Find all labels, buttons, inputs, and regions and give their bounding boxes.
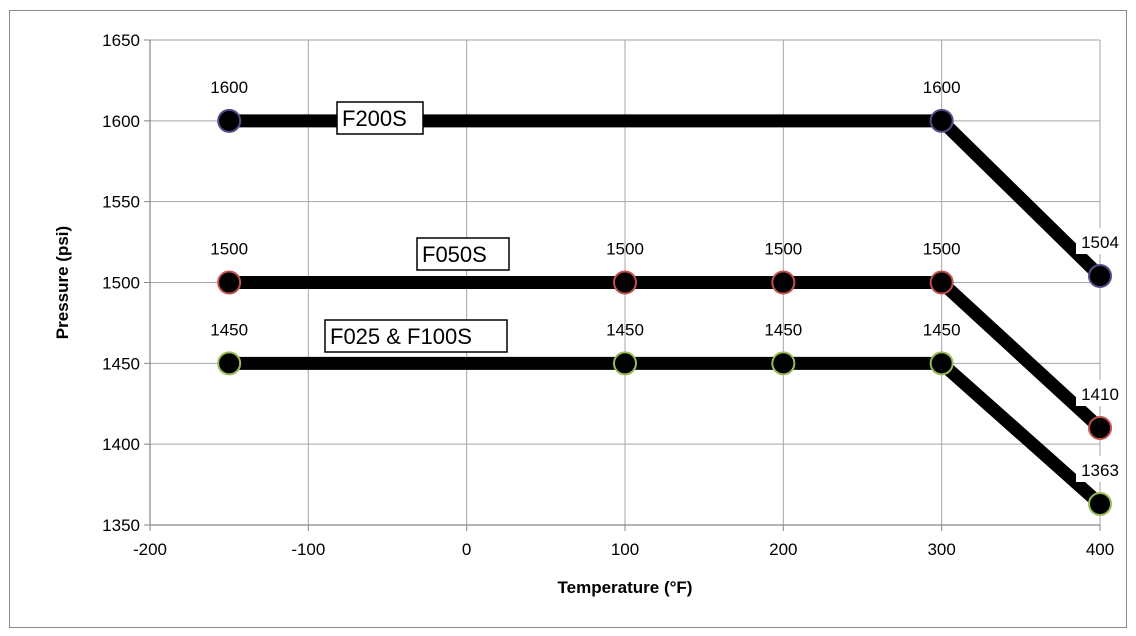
data-point (613, 351, 637, 376)
series-name-boxes: F200S F050S F025 & F100S (324, 101, 510, 353)
data-label: 1600 (923, 78, 961, 97)
data-label-bg (1076, 455, 1124, 482)
data-label: 1450 (210, 320, 248, 339)
series-line (229, 114, 1105, 281)
x-tick-label: 100 (611, 540, 639, 559)
data-point (1088, 491, 1112, 516)
y-tick-label: 1500 (102, 274, 140, 293)
series-markers (217, 108, 1112, 516)
data-point (929, 351, 954, 376)
data-label: 1363 (1081, 461, 1119, 480)
data-label: 1450 (764, 320, 802, 339)
data-point (1088, 416, 1112, 440)
data-label: 1410 (1081, 385, 1119, 404)
x-tick-label: 200 (769, 540, 797, 559)
y-tick-label: 1400 (102, 435, 140, 454)
data-point (929, 108, 954, 133)
series-name-label: F200S (342, 106, 407, 131)
y-axis-title: Pressure (psi) (53, 226, 72, 339)
x-tick-label: 400 (1086, 540, 1114, 559)
data-point (771, 351, 796, 376)
data-point (771, 270, 796, 295)
data-label: 1500 (923, 240, 961, 259)
series-name-label: F025 & F100S (330, 324, 472, 349)
y-tick-label: 1450 (102, 354, 140, 373)
data-label: 1504 (1081, 233, 1119, 252)
data-point (217, 108, 242, 133)
x-tick-label: 300 (927, 540, 955, 559)
series-line (229, 356, 1105, 509)
series-line (229, 276, 1105, 433)
x-axis-title: Temperature (°F) (558, 578, 693, 597)
data-label: 1450 (923, 320, 961, 339)
series-name-box (336, 101, 424, 135)
series-lines (229, 114, 1105, 509)
data-point (929, 270, 954, 295)
y-tick-label: 1550 (102, 193, 140, 212)
x-tick-label: -200 (133, 540, 167, 559)
y-tick-label: 1350 (102, 516, 140, 535)
x-tick-label: -100 (291, 540, 325, 559)
x-tick-label: 0 (462, 540, 471, 559)
data-label: 1500 (606, 240, 644, 259)
data-label: 1500 (210, 240, 248, 259)
data-label-bg (1076, 380, 1124, 406)
data-point (613, 270, 637, 295)
data-labels: 1600 1600 1504 1500 1500 1500 1500 1410 1450 1450… (210, 78, 1124, 482)
y-tick-label: 1650 (102, 31, 140, 50)
series-name-box (324, 319, 508, 353)
data-point (217, 270, 242, 295)
series-name-box (416, 237, 510, 271)
data-label: 1450 (606, 320, 644, 339)
data-point (1088, 264, 1112, 289)
data-point (217, 351, 242, 376)
y-tick-label: 1600 (102, 112, 140, 131)
series-name-label: F050S (422, 242, 487, 267)
data-label: 1500 (764, 240, 802, 259)
data-label-bg (1076, 228, 1124, 255)
data-label: 1600 (210, 78, 248, 97)
axes: -200 -100 0 100 200 300 400 1350 1400 1450 1500 155… (102, 31, 1114, 559)
